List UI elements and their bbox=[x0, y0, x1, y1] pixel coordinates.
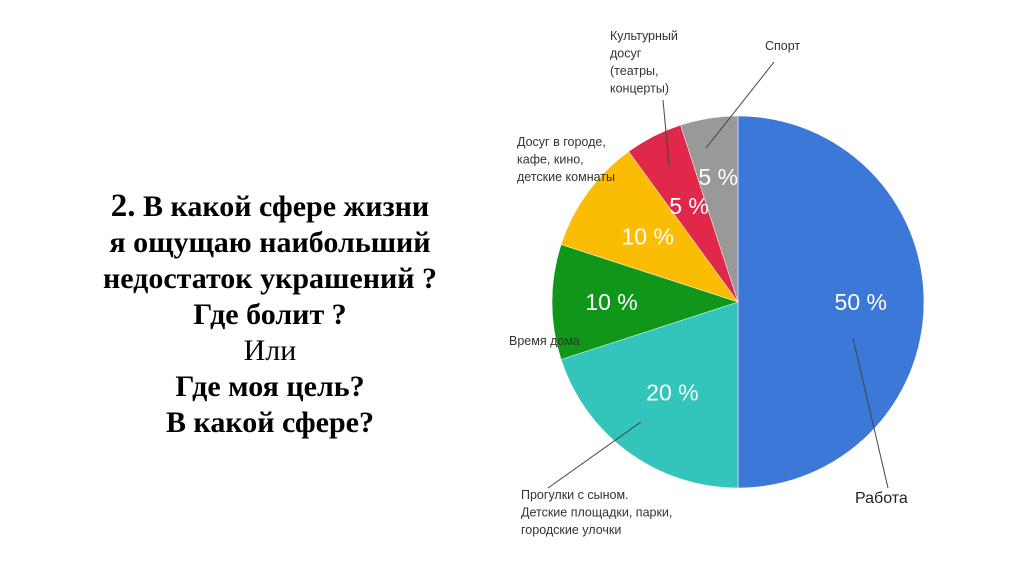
pie-slices bbox=[551, 115, 925, 489]
leader-line-культурный-досуг-театры-концерты bbox=[662, 99, 670, 166]
pie-value-label-время-дома: 10 % bbox=[585, 289, 637, 315]
leader-line-работа bbox=[852, 337, 889, 489]
callout-label-спорт: Спорт bbox=[765, 39, 800, 53]
pie-slice-прогулки-с-сыном-детские-площадки-парки-городские-улочки bbox=[560, 301, 739, 489]
callout-label-работа: Работа bbox=[855, 490, 908, 507]
question-line-1-text: В какой сфере жизни bbox=[143, 190, 430, 223]
callout-label-культурный-досуг-театры-концерты: Культурный досуг (театры, концерты) bbox=[610, 29, 678, 96]
pie-value-label-прогулки-с-сыном-детские-площадки-парки-городские-улочки: 20 % bbox=[646, 379, 698, 405]
pie-value-label-спорт: 5 % bbox=[698, 164, 738, 190]
pie-value-label-досуг-в-городе-кафе-кино-детские-комнаты: 10 % bbox=[621, 223, 673, 249]
pie-slice-работа bbox=[737, 115, 925, 489]
callout-label-досуг-в-городе-кафе-кино-детские-комнаты: Досуг в городе, кафе, кино, детские комнат… bbox=[517, 135, 615, 184]
question-line-5: Или bbox=[243, 334, 297, 367]
pie-callouts: Работа Прогулки с сыном. Детские площадки,… bbox=[509, 29, 908, 537]
pie-slice-спорт bbox=[680, 115, 739, 303]
question-line-3: недостаток украшений ? bbox=[102, 262, 438, 295]
question-text: 2. В какой сфере жизни я ощущаю наибольш… bbox=[60, 188, 480, 441]
leader-line-прогулки-с-сыном-детские-площадки-парки-городские-улочки bbox=[547, 421, 642, 489]
pie-value-labels: 50 % 20 % 10 % 10 % 5 % 5 % bbox=[585, 164, 887, 405]
leader-line-спорт bbox=[705, 61, 775, 149]
callout-label-прогулки-с-сыном-детские-площадки-парки-городские-улочки: Прогулки с сыном. Детские площадки, парки… bbox=[521, 488, 672, 537]
callout-label-время-дома: Время дома bbox=[509, 334, 580, 348]
pie-value-label-культурный-досуг-театры-концерты: 5 % bbox=[669, 193, 709, 219]
question-line-4: Где болит ? bbox=[193, 298, 347, 331]
question-line-7: В какой сфере? bbox=[165, 406, 374, 439]
question-line-6: Где моя цель? bbox=[175, 370, 365, 403]
question-line-2: я ощущаю наибольший bbox=[109, 226, 431, 259]
question-number: 2. bbox=[110, 188, 136, 224]
pie-value-label-работа: 50 % bbox=[835, 289, 887, 315]
pie-slice-досуг-в-городе-кафе-кино-детские-комнаты bbox=[560, 151, 739, 303]
question-line-1: 2. В какой сфере жизни bbox=[60, 188, 480, 225]
pie-slice-время-дома bbox=[551, 244, 739, 360]
